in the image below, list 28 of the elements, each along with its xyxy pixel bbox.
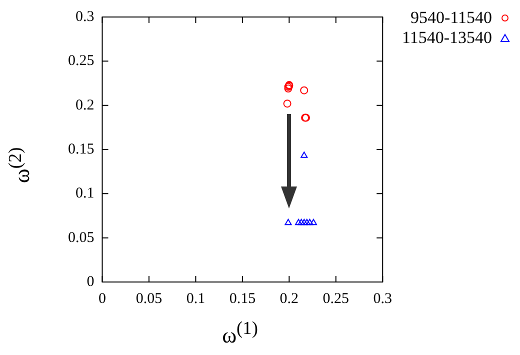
- x-tick-label: 0.3: [373, 290, 392, 307]
- x-tick-label: 0.05: [136, 290, 162, 307]
- y-tick-label: 0.1: [76, 186, 94, 202]
- point: [294, 218, 302, 226]
- point: [306, 218, 314, 226]
- point: [284, 84, 292, 93]
- y-tick-label: 0.3: [76, 8, 94, 25]
- y-tick-label: 0.25: [68, 53, 94, 70]
- point: [300, 218, 308, 226]
- x-axis-title: ω$^{(1)}$: [221, 318, 259, 348]
- point: [283, 100, 292, 108]
- point: [303, 218, 310, 226]
- point: [298, 218, 305, 226]
- y-tick-label: 0.2: [76, 97, 94, 114]
- x-tick-label: 0.2: [280, 290, 299, 307]
- x-tick-label: 0: [98, 290, 106, 307]
- point: [300, 86, 308, 94]
- point: [300, 152, 308, 158]
- point: [284, 218, 292, 226]
- x-tick-label: 0.1: [186, 290, 206, 307]
- y-tick-label: 0.15: [68, 141, 94, 158]
- x-tick-label: 0.15: [229, 290, 256, 307]
- y-tick-label: 0: [86, 274, 94, 290]
- x-tick-label: 0.25: [322, 290, 350, 307]
- point: [310, 218, 317, 226]
- legend-label: 9540-11540: [410, 8, 492, 28]
- legend-label: 11540-13540: [402, 28, 492, 48]
- y-tick-label: 0.05: [68, 230, 94, 246]
